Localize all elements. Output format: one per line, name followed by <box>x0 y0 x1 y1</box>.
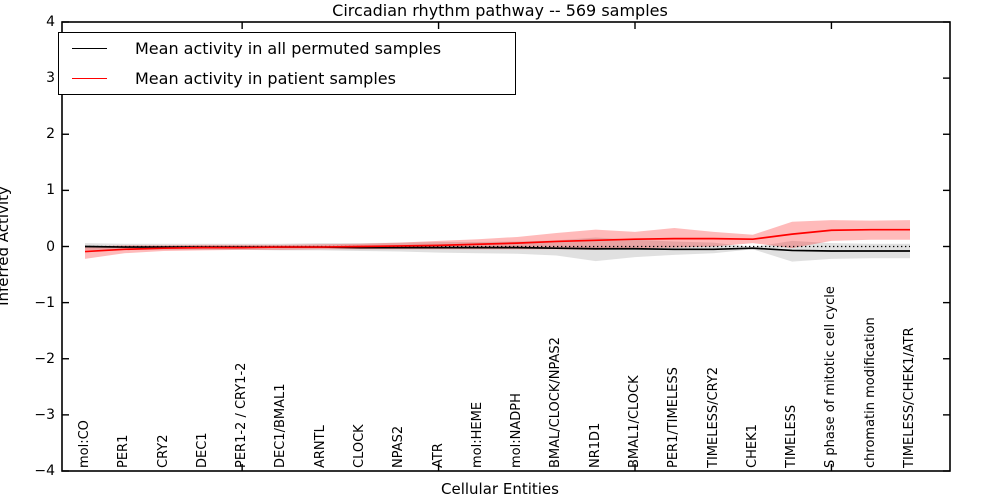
x-tick-label: S phase of mitotic cell cycle <box>823 286 839 468</box>
legend-label-permuted: Mean activity in all permuted samples <box>135 39 442 59</box>
x-tick-label: TIMELESS <box>784 404 800 468</box>
x-tick-label: DEC1 <box>194 432 210 468</box>
legend-entry-patient: Mean activity in patient samples <box>59 64 515 92</box>
x-tick-label: PER1 <box>116 434 132 468</box>
x-tick-label: PER1-2 / CRY1-2 <box>234 362 250 468</box>
x-tick-label: mol:CO <box>77 420 92 468</box>
x-tick-label: NPAS2 <box>391 425 407 468</box>
y-tick-label: 1 <box>46 182 55 199</box>
x-tick-label: ATR <box>430 443 446 468</box>
y-tick-label: 0 <box>46 238 55 255</box>
y-tick-label: 2 <box>46 126 55 143</box>
permuted-line-sample-icon <box>72 48 107 50</box>
x-tick-label: mol:HEME <box>469 401 485 468</box>
patient-line-sample-icon <box>72 77 107 79</box>
y-tick-label: −2 <box>34 350 55 367</box>
y-tick-label: 3 <box>46 70 55 87</box>
x-tick-label: chromatin modification <box>862 317 878 468</box>
patient-band <box>85 220 910 259</box>
x-tick-label: CLOCK <box>352 424 367 468</box>
x-tick-label: ARNTL <box>312 425 328 468</box>
x-tick-label: BMAL/CLOCK/NPAS2 <box>548 337 564 468</box>
legend-entry-permuted: Mean activity in all permuted samples <box>59 35 515 63</box>
x-tick-label: CRY2 <box>155 434 171 469</box>
x-tick-label: BMAL1/CLOCK <box>627 375 642 468</box>
y-axis-title: Inferred Activity <box>0 186 12 306</box>
x-tick-label: PER1/TIMELESS <box>666 367 682 468</box>
x-tick-label: DEC1/BMAL1 <box>273 383 289 469</box>
y-tick-label: −3 <box>34 406 55 423</box>
x-axis-title: Cellular Entities <box>441 480 559 498</box>
x-tick-label: TIMELESS/CHEK1/ATR <box>902 327 917 468</box>
x-tick-label: mol:NADPH <box>509 393 525 468</box>
y-tick-label: −4 <box>34 463 55 479</box>
legend-label-patient: Mean activity in patient samples <box>135 68 396 88</box>
permuted-band <box>85 237 910 262</box>
chart-title: Circadian rhythm pathway -- 569 samples <box>332 1 668 20</box>
legend: Mean activity in all permuted samples Me… <box>58 32 516 95</box>
x-tick-label: TIMELESS/CRY2 <box>705 366 721 468</box>
y-tick-label: 4 <box>46 14 55 30</box>
x-tick-label: NR1D1 <box>587 422 603 468</box>
x-tick-label: CHEK1 <box>744 424 760 468</box>
y-tick-label: −1 <box>34 294 55 311</box>
patient-mean-line <box>84 228 910 253</box>
